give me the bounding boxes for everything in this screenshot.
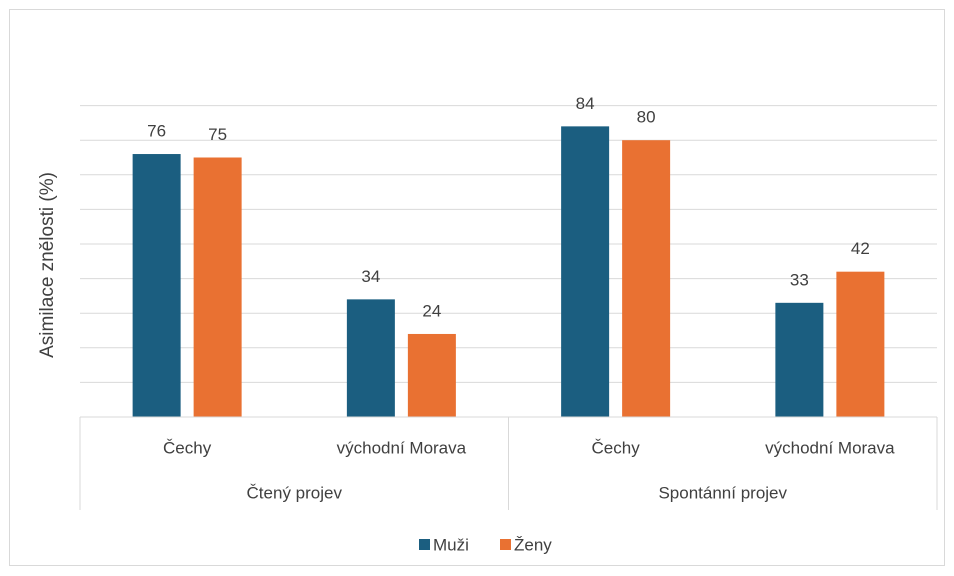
bar (407, 333, 456, 417)
data-label: 80 (637, 108, 656, 127)
legend-swatch (500, 539, 511, 550)
bar (836, 271, 885, 417)
data-label: 42 (851, 239, 870, 258)
data-label: 76 (147, 122, 166, 141)
bar (775, 302, 824, 417)
x-tick-label: Čechy (163, 438, 212, 457)
data-label: 84 (576, 94, 595, 113)
data-label: 33 (790, 270, 809, 289)
legend-label: Muži (433, 535, 469, 554)
bar (622, 140, 671, 417)
legend-label: Ženy (514, 535, 552, 554)
group-label: Spontánní projev (658, 483, 787, 502)
group-label: Čtený projev (247, 483, 343, 502)
x-tick-label: Čechy (592, 438, 641, 457)
bar (346, 299, 395, 417)
bar (132, 154, 181, 418)
data-label: 34 (361, 267, 380, 286)
data-label: 24 (422, 301, 441, 320)
data-label: 75 (208, 125, 227, 144)
bar (193, 157, 242, 417)
x-tick-label: východní Morava (337, 438, 467, 457)
x-tick-label: východní Morava (765, 438, 895, 457)
legend-swatch (419, 539, 430, 550)
y-axis-title: Asimilace znělosti (%) (37, 172, 58, 358)
bar (561, 126, 610, 418)
